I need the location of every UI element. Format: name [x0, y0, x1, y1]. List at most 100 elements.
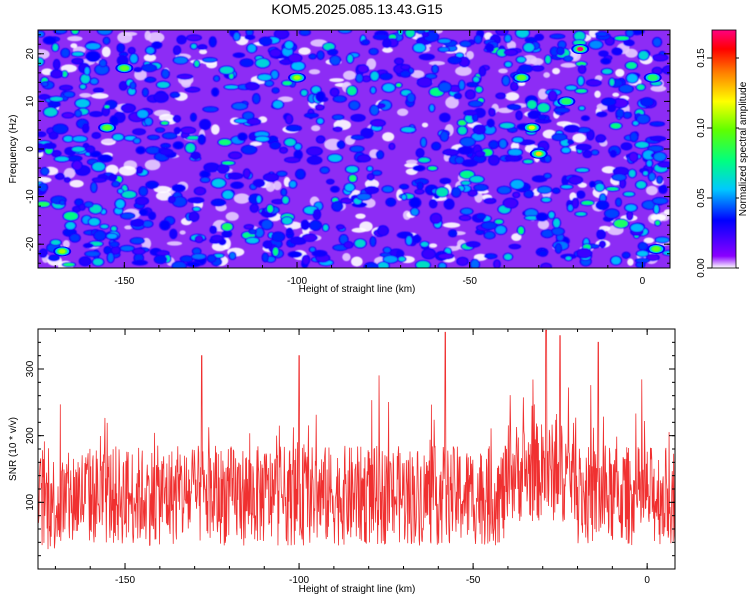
- spectrogram-blob: [201, 177, 210, 182]
- spectrogram-gap: [442, 222, 461, 228]
- spectrogram-blob: [449, 230, 457, 237]
- spectrogram-blob: [596, 32, 608, 36]
- spectrogram-gap: [552, 67, 561, 75]
- spectrogram-gap: [91, 92, 109, 99]
- spectrogram-blob: [54, 60, 59, 69]
- spectrogram-blob: [273, 100, 283, 109]
- spectrogram-blob: [70, 234, 80, 242]
- spectrogram-blob: [89, 204, 102, 214]
- spectrogram-blob: [346, 166, 358, 173]
- spectrogram-blob: [39, 183, 47, 192]
- spectrogram-blob: [374, 34, 388, 40]
- y-tick-label: 10: [25, 95, 36, 107]
- spectrogram-blob: [204, 163, 219, 172]
- spectrogram-blob: [473, 77, 479, 82]
- spectrogram-blob: [536, 213, 547, 221]
- x-tick-label: -100: [287, 276, 307, 287]
- spectrogram-blob: [489, 108, 495, 116]
- spectrogram-blob: [600, 194, 606, 202]
- spectrogram-blob: [282, 217, 292, 225]
- spectrogram-blob: [615, 36, 629, 41]
- spectrogram-blob: [542, 197, 551, 202]
- spectrogram-blob: [234, 53, 244, 57]
- spectrogram-gap: [198, 49, 208, 55]
- spectrogram-blob: [85, 202, 93, 207]
- spectrogram-blob: [249, 229, 256, 234]
- spectrogram-blob: [200, 171, 210, 178]
- spectrogram-blob: [378, 226, 388, 235]
- spectrogram-blob: [494, 260, 500, 268]
- spectrogram-blob: [84, 67, 90, 75]
- spectrogram-blob: [367, 166, 372, 171]
- spectrogram-blob: [247, 118, 260, 125]
- spectrogram-blob: [443, 149, 458, 155]
- colorbar-tick-label: 0.15: [696, 48, 707, 68]
- spectrogram-blob: [191, 113, 196, 121]
- spectrogram-blob: [193, 248, 201, 255]
- spectrogram-blob: [637, 115, 649, 124]
- y-tick-label: -20: [25, 237, 36, 252]
- spectrogram-blob: [38, 31, 44, 37]
- spectrogram-blob: [154, 92, 168, 102]
- spectrogram-blob: [423, 32, 428, 37]
- spectrogram-blob: [86, 52, 100, 61]
- spectrogram-blobs: [38, 30, 670, 268]
- spectrogram-blob: [413, 43, 426, 52]
- spectrogram-gap: [117, 31, 133, 44]
- spectrogram-blob: [576, 168, 589, 172]
- spectrogram-blob: [251, 204, 258, 212]
- spectrogram-blob: [459, 80, 465, 90]
- spectrogram-blob: [110, 116, 118, 125]
- spectrogram-blob: [118, 56, 128, 66]
- spectrogram-blob: [212, 88, 218, 96]
- spectrogram-blob: [407, 93, 415, 102]
- spectrogram-blob: [382, 186, 393, 192]
- spectrogram-blob: [289, 54, 302, 62]
- spectrogram-blob: [286, 115, 292, 124]
- spectrogram-blob: [461, 181, 470, 185]
- spectrogram-blob: [458, 147, 473, 154]
- spectrogram-gap: [179, 230, 186, 235]
- spectrogram-blob: [518, 226, 524, 235]
- spectrogram-blob: [92, 162, 105, 171]
- spectrogram-gap: [643, 237, 655, 244]
- spectrogram-gap: [343, 70, 356, 80]
- spectrogram-blob: [520, 140, 534, 145]
- spectrogram-gap: [645, 185, 658, 196]
- spectrogram-blob: [373, 171, 381, 175]
- snr-y-axis-label: SNR (10 * v/v): [8, 417, 19, 481]
- spectrogram-blob: [110, 242, 119, 247]
- spectrogram-blob: [505, 156, 519, 161]
- spectrogram-blob: [55, 156, 69, 162]
- spectrogram-blob: [568, 204, 573, 211]
- spectrogram-blob: [469, 101, 482, 107]
- spectrogram-blob: [302, 234, 317, 241]
- spectrogram-blob: [541, 263, 551, 268]
- spectrogram-blob: [136, 197, 148, 205]
- spectrogram-blob: [128, 88, 136, 95]
- spectrogram-blob: [462, 160, 477, 166]
- spectrogram-blob: [107, 233, 117, 239]
- spectrogram-blob: [505, 62, 512, 67]
- spectrogram-blob: [157, 81, 170, 88]
- spectrogram-gap: [101, 139, 115, 144]
- spectrogram-blob: [613, 99, 628, 108]
- spectrogram-blob: [280, 59, 292, 64]
- spectrogram-blob: [247, 44, 256, 53]
- colorbar-tick-label: 0.00: [696, 258, 707, 278]
- spectrogram-blob: [289, 181, 296, 188]
- spectrogram-blob: [636, 181, 646, 189]
- spectrogram-gap: [225, 211, 239, 221]
- spectrogram-blob: [189, 212, 198, 221]
- spectrogram-blob: [155, 256, 166, 263]
- spectrogram-blob: [244, 169, 250, 178]
- spectrogram-blob: [614, 219, 628, 228]
- spectrogram-blob: [573, 40, 586, 46]
- spectrogram-blob: [351, 115, 365, 121]
- spectrogram-blob: [131, 219, 143, 226]
- spectrogram-blob: [436, 187, 448, 197]
- spectrogram-blob: [418, 157, 430, 163]
- spectrogram-blob: [284, 138, 296, 146]
- spectrogram-blob: [355, 239, 366, 248]
- spectrogram-blob: [234, 119, 247, 123]
